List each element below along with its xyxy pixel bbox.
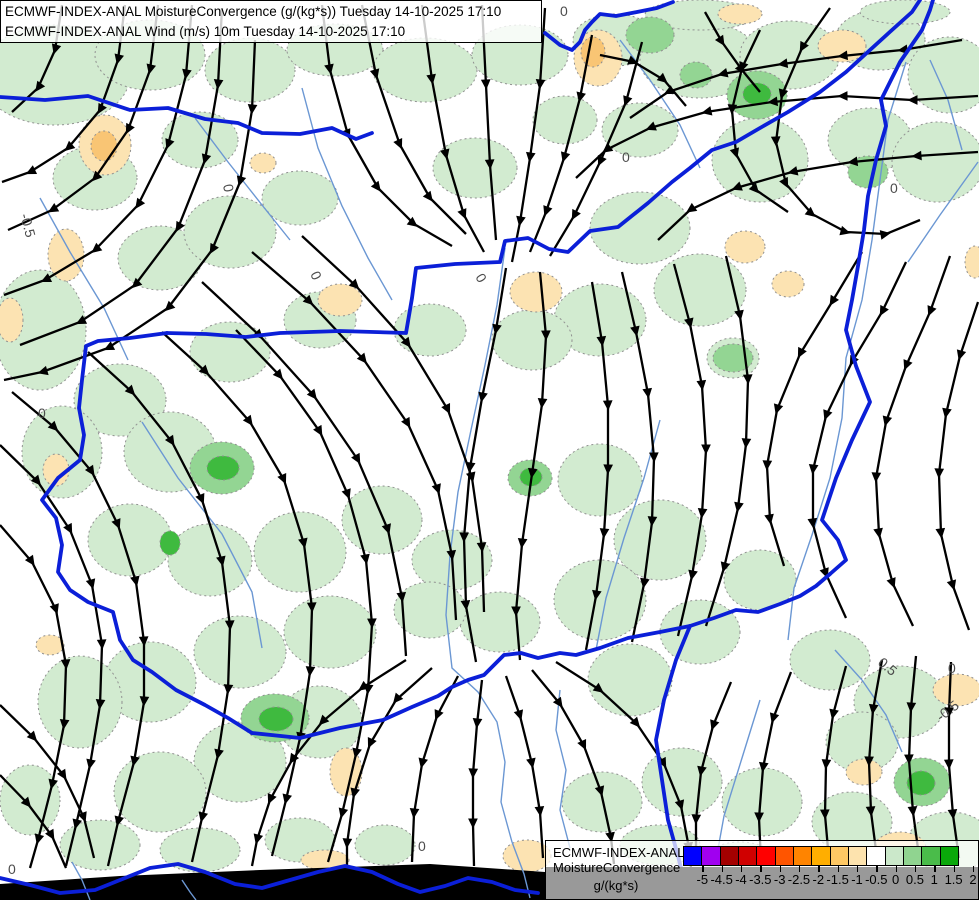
legend-swatch (866, 846, 886, 866)
country-border-layer (0, 0, 935, 900)
legend-tick-label: -5 (696, 872, 709, 887)
legend-tick-label: -3 (773, 872, 786, 887)
title-line-wind: ECMWF-INDEX-ANAL Wind (m/s) 10m Tuesday … (5, 24, 406, 39)
legend-tick (914, 866, 917, 872)
contour-value-label: 0 (948, 660, 956, 676)
title-line-moisture: ECMWF-INDEX-ANAL MoistureConvergence (g/… (5, 4, 502, 19)
legend-tick-label: 2 (969, 872, 977, 887)
contour-value-label: 0 (560, 3, 568, 19)
legend-tick (876, 866, 878, 872)
legend-colorbar (683, 846, 959, 866)
legend-swatch (719, 846, 739, 866)
legend-tick-label: -4.5 (710, 872, 733, 887)
legend-swatch (774, 846, 794, 866)
legend-tick-label: -2 (812, 872, 825, 887)
legend-swatch (683, 846, 703, 866)
contour-value-label: 0 (307, 269, 325, 283)
legend-tick (953, 866, 956, 872)
legend-tick (895, 866, 898, 872)
legend-swatch (829, 846, 849, 866)
legend-tick-label: 0 (892, 872, 900, 887)
legend-tick-label: -2.5 (787, 872, 811, 887)
legend-swatch (902, 846, 923, 866)
contour-value-label: 0 (472, 271, 490, 286)
legend-tick (798, 866, 801, 872)
legend-swatch (939, 846, 959, 866)
title-box: ECMWF-INDEX-ANAL MoistureConvergence (g/… (0, 0, 542, 43)
legend-gray-strip (546, 867, 978, 899)
legend-tick (702, 866, 704, 872)
legend-tick-label: -1 (851, 872, 863, 887)
legend-tick-label: 1 (930, 872, 938, 887)
legend-tick (760, 866, 762, 872)
legend-swatch (701, 846, 721, 866)
legend-model-label: ECMWF-INDEX-ANAL (553, 845, 685, 860)
legend-tick (972, 866, 975, 872)
legend-tick-label: -3.5 (749, 872, 772, 887)
contour-value-label: 0 (890, 180, 898, 196)
contour-value-label: -0.5 (17, 212, 39, 240)
contour-value-label: 0 (38, 405, 46, 421)
legend-tick (934, 866, 936, 872)
legend-swatch (756, 846, 776, 866)
legend-tick-label: -4 (735, 872, 747, 887)
legend-tick (721, 866, 724, 872)
legend-tick (779, 866, 782, 872)
legend-swatch (737, 846, 758, 866)
legend-swatch (921, 846, 941, 866)
legend-tick (740, 866, 743, 872)
legend-swatch (847, 846, 868, 866)
legend-swatch (884, 846, 904, 866)
legend-swatch (792, 846, 813, 866)
legend-box: ECMWF-INDEX-ANAL MoistureConvergence g/(… (545, 840, 979, 900)
legend-tick (837, 866, 840, 872)
legend-swatch (811, 846, 831, 866)
legend-tick-label: 1.5 (944, 872, 963, 887)
legend-parameter-label: MoistureConvergence (553, 860, 681, 875)
legend-units-label: g/(kg*s) (593, 878, 639, 893)
legend-tick (856, 866, 859, 872)
legend-tick-label: 0.5 (905, 872, 924, 887)
contour-value-label: 0 (622, 149, 630, 165)
contour-value-label: 0 (418, 838, 426, 854)
contour-value-label: 0 (220, 183, 237, 194)
legend-tick (818, 866, 820, 872)
contour-value-label: 0 (8, 861, 16, 877)
legend-tick-label: -0.5 (865, 872, 888, 887)
legend-tick-label: -1.5 (826, 872, 849, 887)
moisture-shading-layer (0, 0, 979, 879)
